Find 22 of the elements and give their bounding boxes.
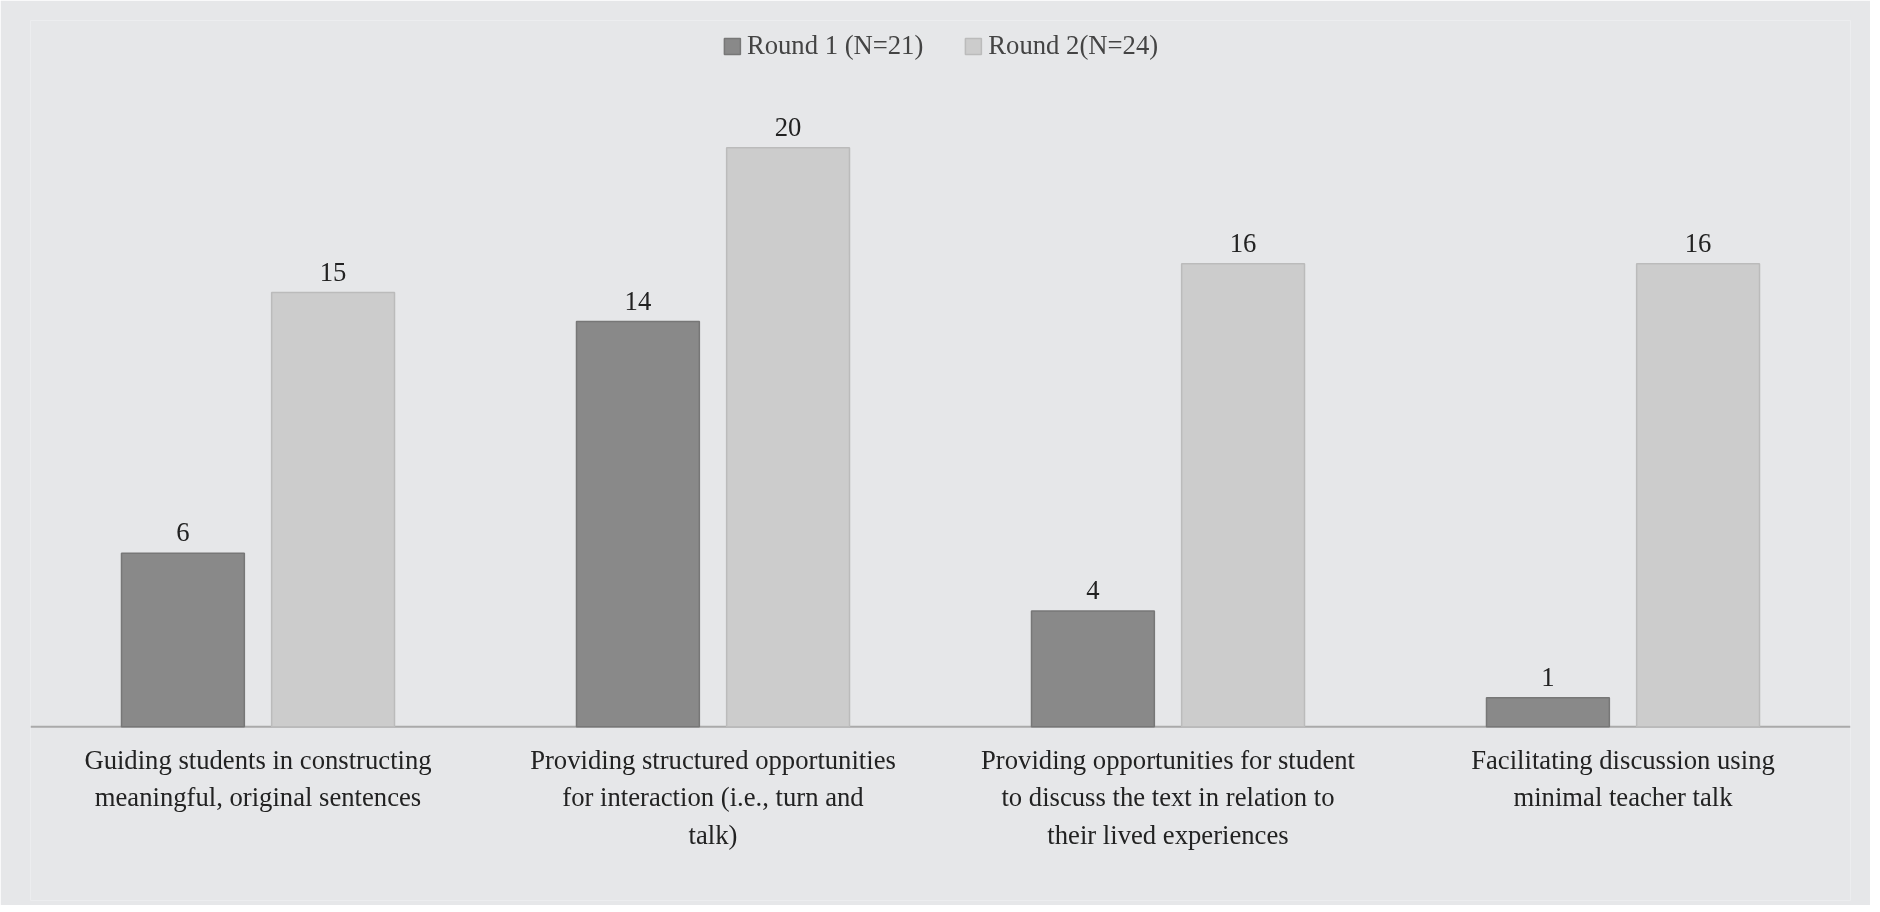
data-label: 15: [319, 256, 347, 287]
data-label: 14: [624, 285, 652, 316]
bar: [1180, 262, 1306, 728]
data-label: 16: [1229, 227, 1257, 258]
data-label: 4: [1086, 575, 1100, 606]
bar: [1635, 262, 1761, 728]
x-tick-label: Facilitating discussion using minimal teacher talk: [1471, 744, 1775, 813]
x-tick-label: Guiding students in constructing meaningful, original sentences: [84, 744, 432, 813]
x-tick-label: Providing structured opportunities for interaction (i.e., turn and talk): [530, 744, 896, 850]
bar: [1030, 610, 1156, 728]
data-label: 6: [176, 517, 190, 548]
bar: [575, 320, 701, 728]
bar: [1485, 697, 1611, 728]
data-label: 1: [1541, 661, 1555, 692]
legend-label: Round 1 (N=21): [746, 30, 924, 61]
bar: [120, 552, 246, 728]
data-label: 20: [774, 111, 802, 142]
x-tick-label: Providing opportunities for student to discuss the text in relation to their lived experiences: [981, 744, 1356, 850]
bar: [270, 291, 396, 728]
data-label: 16: [1684, 227, 1712, 258]
bar: [725, 147, 851, 728]
legend-label: Round 2(N=24): [988, 30, 1159, 61]
